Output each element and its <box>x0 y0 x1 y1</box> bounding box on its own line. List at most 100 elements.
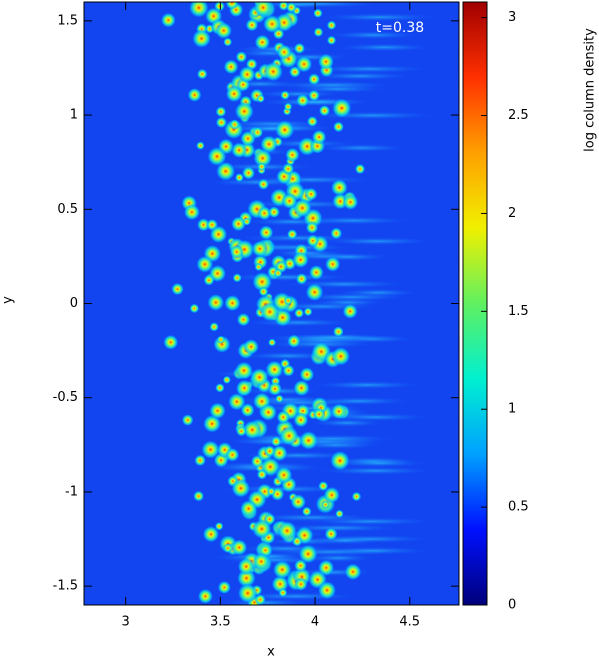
clump <box>232 273 242 283</box>
clump <box>268 206 280 219</box>
clump <box>196 218 211 232</box>
clump <box>305 283 324 302</box>
clump <box>216 161 236 181</box>
clump <box>258 225 274 240</box>
clump <box>308 264 324 280</box>
filament <box>311 298 384 307</box>
annotation: t=0.38 <box>376 20 424 36</box>
clump <box>308 73 321 86</box>
colorbar-tick-label: 2.5 <box>508 108 529 123</box>
clump <box>280 90 290 100</box>
clump <box>215 22 233 40</box>
clump <box>216 335 225 344</box>
clump <box>294 308 305 319</box>
colorbar-label: log column density <box>583 28 598 152</box>
clump <box>234 101 254 121</box>
clump <box>207 293 225 311</box>
y-tick-label: 1 <box>70 108 78 123</box>
clump <box>196 255 214 273</box>
clump <box>181 414 194 426</box>
clump <box>295 273 308 285</box>
filament <box>331 459 427 468</box>
colorbar-tick-label: 1.5 <box>508 304 529 319</box>
clump <box>209 322 219 332</box>
clump <box>276 44 292 60</box>
clump <box>275 394 284 403</box>
clump <box>332 98 352 118</box>
filament <box>313 380 422 389</box>
filament <box>289 333 389 342</box>
clump <box>215 116 228 129</box>
clump <box>252 553 270 571</box>
filament <box>318 546 430 555</box>
clump <box>257 178 270 190</box>
clump <box>263 61 284 82</box>
clump <box>258 286 269 297</box>
clump <box>253 2 273 17</box>
clump <box>303 307 313 317</box>
colorbar-tick-label: 0 <box>508 598 516 613</box>
clump <box>278 588 288 598</box>
clump <box>254 34 271 51</box>
clump <box>215 106 227 118</box>
y-tick-label: -1.5 <box>53 579 78 594</box>
clump <box>250 368 269 387</box>
x-tick-label: 4.5 <box>399 615 420 630</box>
clump <box>196 141 205 150</box>
clump <box>279 426 299 446</box>
clump <box>223 59 239 75</box>
clump <box>235 379 253 397</box>
clump <box>203 274 215 286</box>
clump <box>275 466 293 484</box>
clump <box>192 29 211 48</box>
y-tick-label: 0.5 <box>57 202 78 217</box>
clump <box>330 227 343 240</box>
clump <box>197 588 214 604</box>
clump <box>299 431 319 450</box>
clump <box>287 334 301 348</box>
clump <box>235 51 248 63</box>
clump <box>236 312 251 327</box>
clump <box>293 42 306 54</box>
clump <box>283 102 293 111</box>
clump <box>306 234 320 248</box>
clump <box>268 338 277 347</box>
clump <box>231 478 251 498</box>
clump <box>259 403 277 421</box>
colorbar-tick-label: 1 <box>508 402 516 417</box>
clump <box>234 361 254 380</box>
clump <box>351 491 362 502</box>
clump <box>323 486 340 504</box>
clump <box>223 543 233 554</box>
filament <box>306 397 412 406</box>
clump <box>225 85 243 103</box>
clump <box>229 244 244 259</box>
clump <box>196 68 208 80</box>
clump <box>257 206 272 221</box>
clump <box>295 55 313 73</box>
clump <box>209 225 228 244</box>
clump <box>267 487 276 496</box>
clump <box>163 334 179 350</box>
clump <box>230 216 246 232</box>
clump <box>325 256 341 272</box>
clump <box>243 338 259 355</box>
clump <box>275 120 295 140</box>
clump <box>242 217 251 226</box>
clump <box>330 403 347 420</box>
clump <box>202 525 220 543</box>
filament <box>321 13 438 22</box>
clump <box>263 445 276 457</box>
clump <box>257 162 266 171</box>
filament <box>337 288 419 297</box>
clump <box>215 383 225 393</box>
clump <box>324 527 338 541</box>
clump <box>171 282 184 296</box>
clump <box>313 27 324 38</box>
clump <box>293 412 309 428</box>
clump <box>304 187 318 201</box>
clump <box>240 130 256 147</box>
filament <box>217 124 324 133</box>
clump <box>183 204 201 221</box>
